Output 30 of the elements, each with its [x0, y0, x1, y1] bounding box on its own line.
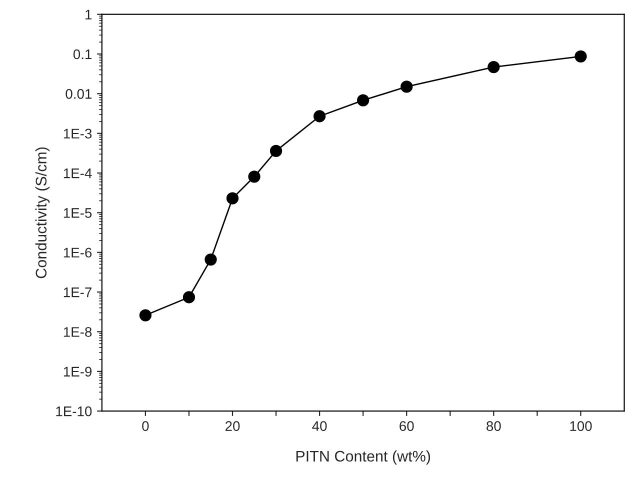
point: [248, 170, 260, 183]
x-axis-title: PITN Content (wt%): [296, 450, 430, 465]
x-tick-label: 60: [400, 421, 414, 432]
y-tick-label: 1E-9: [64, 366, 92, 377]
y-tick-label: 1E-8: [64, 327, 92, 337]
y-tick-label: 1E-7: [64, 288, 92, 298]
point: [182, 291, 196, 304]
y-axis-title: Conductivity (S/cm): [35, 147, 50, 278]
y-tick-label: 1: [86, 10, 92, 20]
y-tick-label: 1E-3: [64, 128, 92, 139]
point: [204, 253, 217, 266]
point: [400, 80, 413, 93]
y-tick-label: 1E-6: [64, 248, 92, 258]
point: [574, 50, 587, 62]
x-tick-label: 100: [570, 421, 592, 432]
point: [139, 309, 152, 322]
y-tick-label: 1E-5: [64, 208, 92, 218]
point: [357, 94, 370, 106]
y-tick-label: 0.01: [66, 89, 92, 99]
point: [488, 60, 500, 74]
x-tick-label: 40: [312, 421, 327, 432]
point: [226, 192, 239, 204]
x-tick-label: 0: [142, 421, 149, 432]
y-tick-label: 1E-10: [56, 406, 92, 416]
x-tick-label: 80: [486, 421, 501, 432]
y-tick-label: 0.1: [73, 49, 92, 60]
point: [313, 110, 326, 122]
x-tick-label: 20: [225, 421, 240, 432]
point: [270, 144, 282, 158]
y-tick-label: 1E-4: [64, 168, 92, 178]
